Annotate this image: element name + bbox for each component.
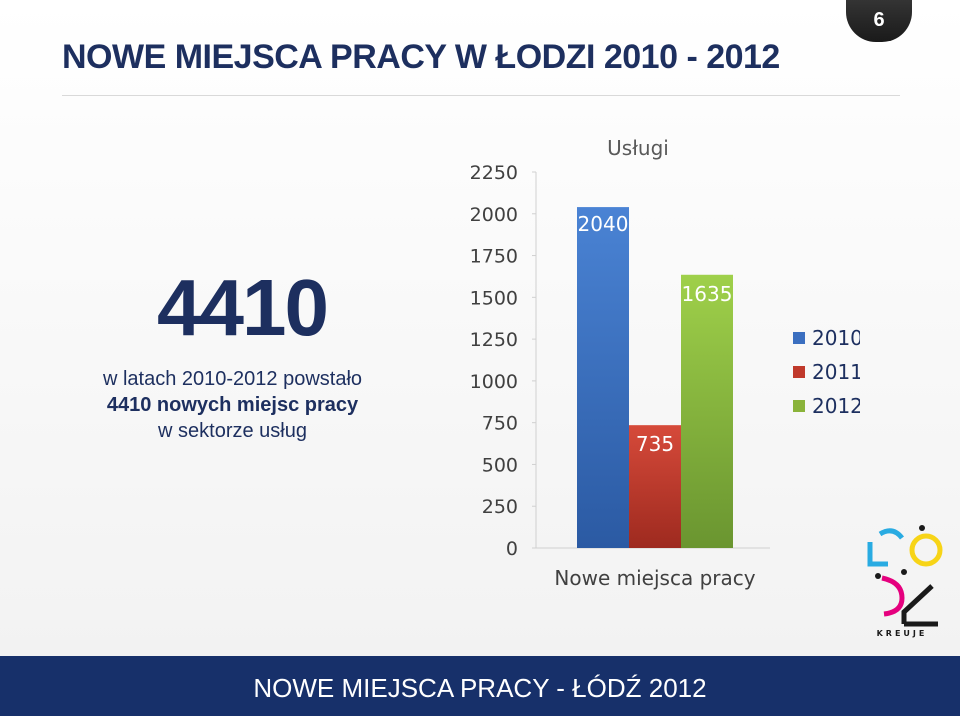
bar-2010 <box>577 207 629 548</box>
summary-line-3: w sektorze usług <box>158 420 307 442</box>
legend-label: 2010 <box>812 326 860 350</box>
bar-2012 <box>681 274 733 548</box>
bar-chart: Usługi 0 250 500 750 1000 1250 1500 1750 2000 225… <box>470 136 860 590</box>
y-tick-label: 250 <box>482 496 518 518</box>
y-tick-label: 1750 <box>470 246 518 268</box>
logo-text: KREUJE <box>877 629 928 638</box>
y-axis: 0 250 500 750 1000 1250 1500 1750 2000 2250 <box>470 162 770 560</box>
logo-dot <box>919 525 925 531</box>
bar-value-label: 735 <box>636 432 674 456</box>
bar-value-label: 1635 <box>682 282 733 306</box>
y-tick-label: 1500 <box>470 287 518 309</box>
footer-bar: NOWE MIEJSCA PRACY - ŁÓDŹ 2012 <box>0 656 960 716</box>
y-tick-label: 1250 <box>470 329 518 351</box>
footer-text: NOWE MIEJSCA PRACY - ŁÓDŹ 2012 <box>253 673 707 703</box>
kreuje-logo: KREUJE <box>867 525 943 638</box>
y-tick-label: 2000 <box>470 204 518 226</box>
logo-blue-shape <box>867 528 904 567</box>
logo-dot <box>901 569 907 575</box>
legend-swatch <box>793 400 805 412</box>
bars <box>577 207 733 548</box>
chart-title: Usługi <box>607 136 669 160</box>
logo-magenta-shape <box>881 575 905 617</box>
page-number-badge: 6 <box>846 0 912 42</box>
summary-line-2: 4410 nowych miejsc pracy <box>106 394 359 416</box>
y-tick-label: 2250 <box>470 162 518 184</box>
logo-black-shape <box>901 584 938 627</box>
y-tick-label: 500 <box>482 454 518 476</box>
bar-2011 <box>629 425 681 548</box>
bar-labels: 2040 735 1635 <box>578 212 733 456</box>
big-number: 4410 <box>157 263 329 352</box>
summary-text: w latach 2010-2012 powstało 4410 nowych … <box>60 366 405 444</box>
slide-title: NOWE MIEJSCA PRACY W ŁODZI 2010 - 2012 <box>62 38 780 76</box>
y-tick-label: 1000 <box>470 371 518 393</box>
legend-swatch <box>793 332 805 344</box>
legend: 2010 2011 2012 <box>793 326 860 418</box>
bar-value-label: 2040 <box>578 212 629 236</box>
logo-yellow-circle <box>909 533 943 567</box>
summary-line-1: w latach 2010-2012 powstało <box>102 368 363 390</box>
x-axis-label: Nowe miejsca pracy <box>554 566 755 590</box>
legend-label: 2011 <box>812 360 860 384</box>
legend-swatch <box>793 366 805 378</box>
y-tick-label: 750 <box>482 413 518 435</box>
title-divider <box>62 95 900 96</box>
logo-dot <box>875 573 881 579</box>
legend-label: 2012 <box>812 394 860 418</box>
y-tick-label: 0 <box>506 538 518 560</box>
